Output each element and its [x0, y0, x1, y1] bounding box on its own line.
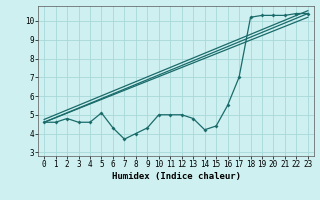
X-axis label: Humidex (Indice chaleur): Humidex (Indice chaleur) [111, 172, 241, 181]
